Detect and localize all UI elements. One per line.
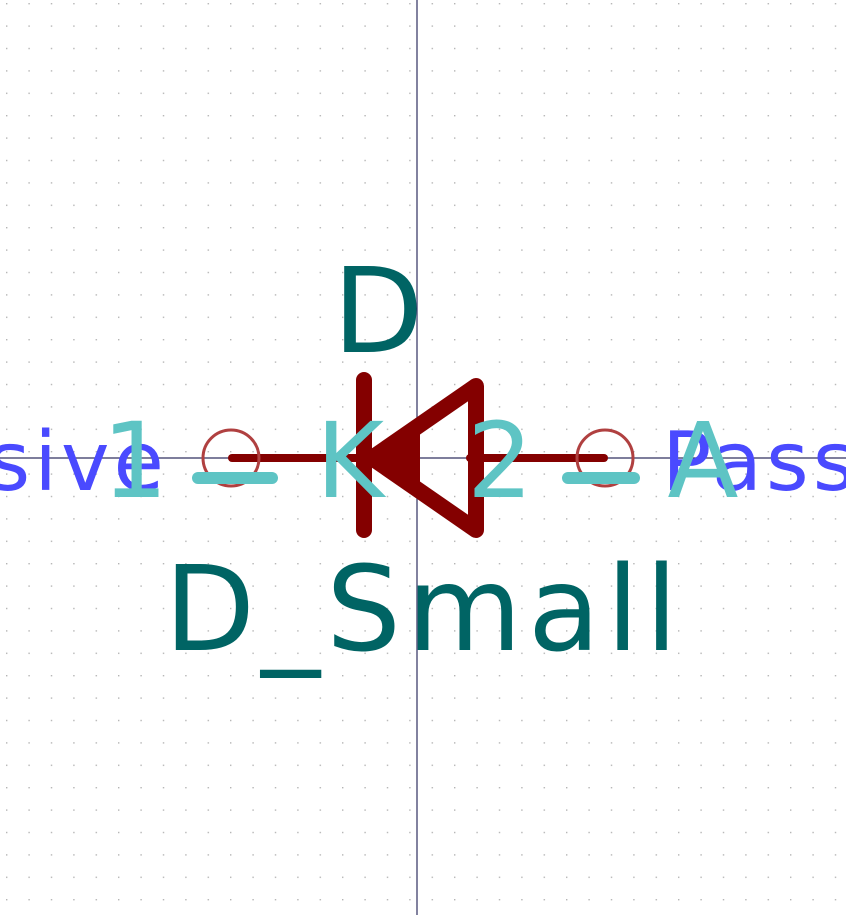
pin-left-electrical-type: Passive: [0, 415, 168, 510]
pin-right-electrical-type: Passive: [662, 415, 846, 510]
pin-right-name: A: [667, 400, 738, 522]
triangle-fill: [372, 426, 420, 490]
anode-triangle: [364, 378, 484, 538]
value-field[interactable]: D_Small: [164, 540, 684, 678]
pin-right-endpoint[interactable]: [575, 428, 635, 488]
diode-body[interactable]: [356, 372, 484, 538]
pin-left-endpoint[interactable]: [201, 428, 261, 488]
pin-left-name: K: [316, 400, 387, 522]
reference-field[interactable]: D: [333, 242, 424, 380]
pin-left-number: 1: [102, 400, 168, 522]
pin-right-number: 2: [467, 400, 533, 522]
